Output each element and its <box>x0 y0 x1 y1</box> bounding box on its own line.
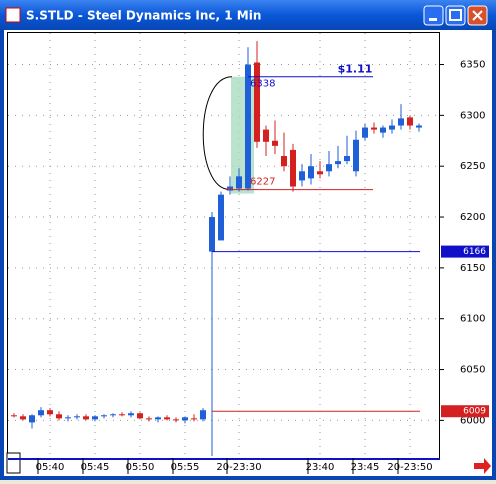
y-tick-label: 6200 <box>460 212 485 223</box>
candle-body <box>173 419 179 421</box>
window-title: S.STLD - Steel Dynamics Inc, 1 Min <box>26 9 261 23</box>
candle-body <box>281 156 287 167</box>
range-low-label: 6227 <box>250 177 275 188</box>
x-tick-label: 20-23:30 <box>216 462 261 473</box>
candle-body <box>335 161 341 165</box>
y-tick-label: 6150 <box>460 263 485 274</box>
candle-body <box>218 194 224 241</box>
candle-body <box>47 410 53 415</box>
range-high-label: 6338 <box>250 79 275 90</box>
price-marker-label: 6166 <box>463 247 486 257</box>
y-tick-label: 6000 <box>460 415 485 426</box>
candle-body <box>92 416 98 420</box>
x-tick-label: 05:55 <box>171 462 200 473</box>
candle-body <box>74 416 80 418</box>
minimize-icon <box>429 18 437 21</box>
candle-body <box>65 417 71 419</box>
range-label: $1.11 <box>338 63 373 76</box>
candle-body <box>29 415 35 423</box>
candle-body <box>128 413 134 416</box>
candle-body <box>110 414 116 416</box>
candle-body <box>209 217 215 252</box>
plot-area <box>7 32 440 459</box>
candle-body <box>389 125 395 130</box>
window-buttons[interactable] <box>423 5 488 26</box>
candle-body <box>164 417 170 420</box>
x-tick-label: 05:40 <box>36 462 65 473</box>
candle-body <box>11 415 17 417</box>
candle-body <box>38 410 44 416</box>
candle-body <box>227 186 233 191</box>
candle-body <box>317 171 323 175</box>
candle-body <box>380 127 386 133</box>
x-tick-label: 05:45 <box>81 462 110 473</box>
candle-body <box>362 127 368 138</box>
scroll-box[interactable] <box>6 452 21 474</box>
candle-body <box>344 156 350 162</box>
price-marker-label: 6009 <box>463 407 486 417</box>
candle-body <box>119 414 125 416</box>
candle-body <box>308 166 314 179</box>
x-tick-label: 23:40 <box>306 462 335 473</box>
y-tick-label: 6050 <box>460 365 485 376</box>
candle-body <box>200 410 206 420</box>
candle-body <box>83 416 89 420</box>
candle-body <box>416 125 422 128</box>
candle-body <box>263 129 269 142</box>
candle-body <box>254 62 260 142</box>
candle-body <box>101 415 107 417</box>
candle-body <box>272 140 278 146</box>
range-bracket <box>202 76 233 191</box>
candle-body <box>137 413 143 419</box>
candle-body <box>155 417 161 420</box>
candle-body <box>398 118 404 126</box>
candle-body <box>353 139 359 172</box>
app-icon <box>5 7 21 23</box>
minimize-button[interactable] <box>423 5 444 26</box>
y-tick-label: 6250 <box>460 161 485 172</box>
y-tick-label: 6350 <box>460 60 485 71</box>
maximize-button[interactable] <box>445 5 466 26</box>
candle-body <box>290 149 296 187</box>
title-bar <box>0 0 496 30</box>
x-tick-label: 23:45 <box>351 462 380 473</box>
candle-body <box>56 414 62 419</box>
price-marker-box <box>441 245 489 258</box>
candle-body <box>20 416 26 420</box>
x-tick-label: 20-23:50 <box>387 462 432 473</box>
candle-body <box>236 176 242 189</box>
candle-body <box>146 418 152 420</box>
y-tick-label: 6300 <box>460 110 485 121</box>
candle-body <box>326 164 332 172</box>
scroll-arrow[interactable] <box>474 458 491 474</box>
x-tick-label: 05:50 <box>126 462 155 473</box>
candle-body <box>191 418 197 420</box>
candle-body <box>371 127 377 130</box>
y-tick-label: 6100 <box>460 314 485 325</box>
close-icon <box>472 10 483 21</box>
candle-body <box>245 64 251 189</box>
candle-body <box>299 171 305 181</box>
candle-body <box>407 117 413 126</box>
maximize-icon <box>449 9 462 21</box>
price-marker-box <box>441 405 489 418</box>
candle-body <box>182 417 188 421</box>
